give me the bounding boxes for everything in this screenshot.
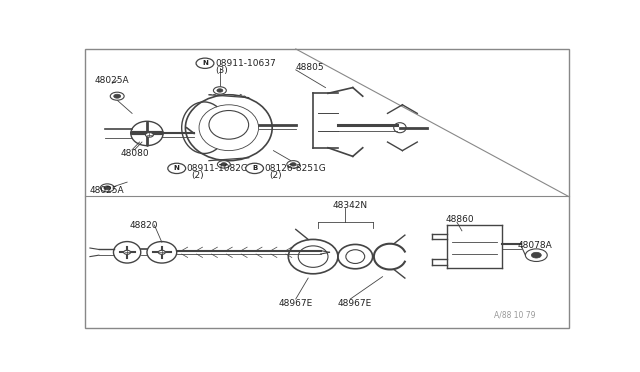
Text: 08911-1082G: 08911-1082G — [187, 164, 248, 173]
Circle shape — [291, 163, 296, 166]
Circle shape — [525, 249, 547, 262]
Circle shape — [218, 161, 230, 168]
Circle shape — [168, 163, 186, 173]
Circle shape — [114, 94, 121, 98]
Text: 48805: 48805 — [296, 63, 324, 72]
Text: 48820: 48820 — [129, 221, 158, 230]
Text: 48025A: 48025A — [95, 76, 129, 85]
Text: 48860: 48860 — [446, 215, 475, 224]
Text: 08911-10637: 08911-10637 — [215, 59, 276, 68]
Circle shape — [217, 89, 223, 92]
Text: N: N — [202, 60, 208, 66]
Circle shape — [221, 163, 227, 166]
Text: N: N — [174, 166, 180, 171]
Circle shape — [124, 250, 131, 254]
Text: B: B — [252, 166, 257, 171]
Circle shape — [531, 252, 541, 258]
Circle shape — [196, 58, 214, 68]
Text: 48080: 48080 — [121, 149, 149, 158]
Circle shape — [287, 161, 300, 168]
Text: 48078A: 48078A — [518, 241, 552, 250]
Text: 48967E: 48967E — [338, 298, 372, 308]
Text: 48967E: 48967E — [278, 298, 313, 308]
Text: A/88 10 79: A/88 10 79 — [494, 311, 536, 320]
Circle shape — [158, 250, 165, 254]
Text: (2): (2) — [191, 171, 204, 180]
Circle shape — [246, 163, 264, 173]
Circle shape — [104, 186, 111, 190]
Text: 48025A: 48025A — [90, 186, 125, 195]
Text: 08126-8251G: 08126-8251G — [264, 164, 326, 173]
FancyBboxPatch shape — [85, 49, 568, 328]
Circle shape — [110, 92, 124, 100]
Text: 48342N: 48342N — [333, 201, 368, 209]
Circle shape — [213, 87, 227, 94]
Circle shape — [100, 184, 114, 192]
Circle shape — [145, 132, 154, 137]
Text: (3): (3) — [215, 66, 228, 75]
Text: (2): (2) — [269, 171, 282, 180]
